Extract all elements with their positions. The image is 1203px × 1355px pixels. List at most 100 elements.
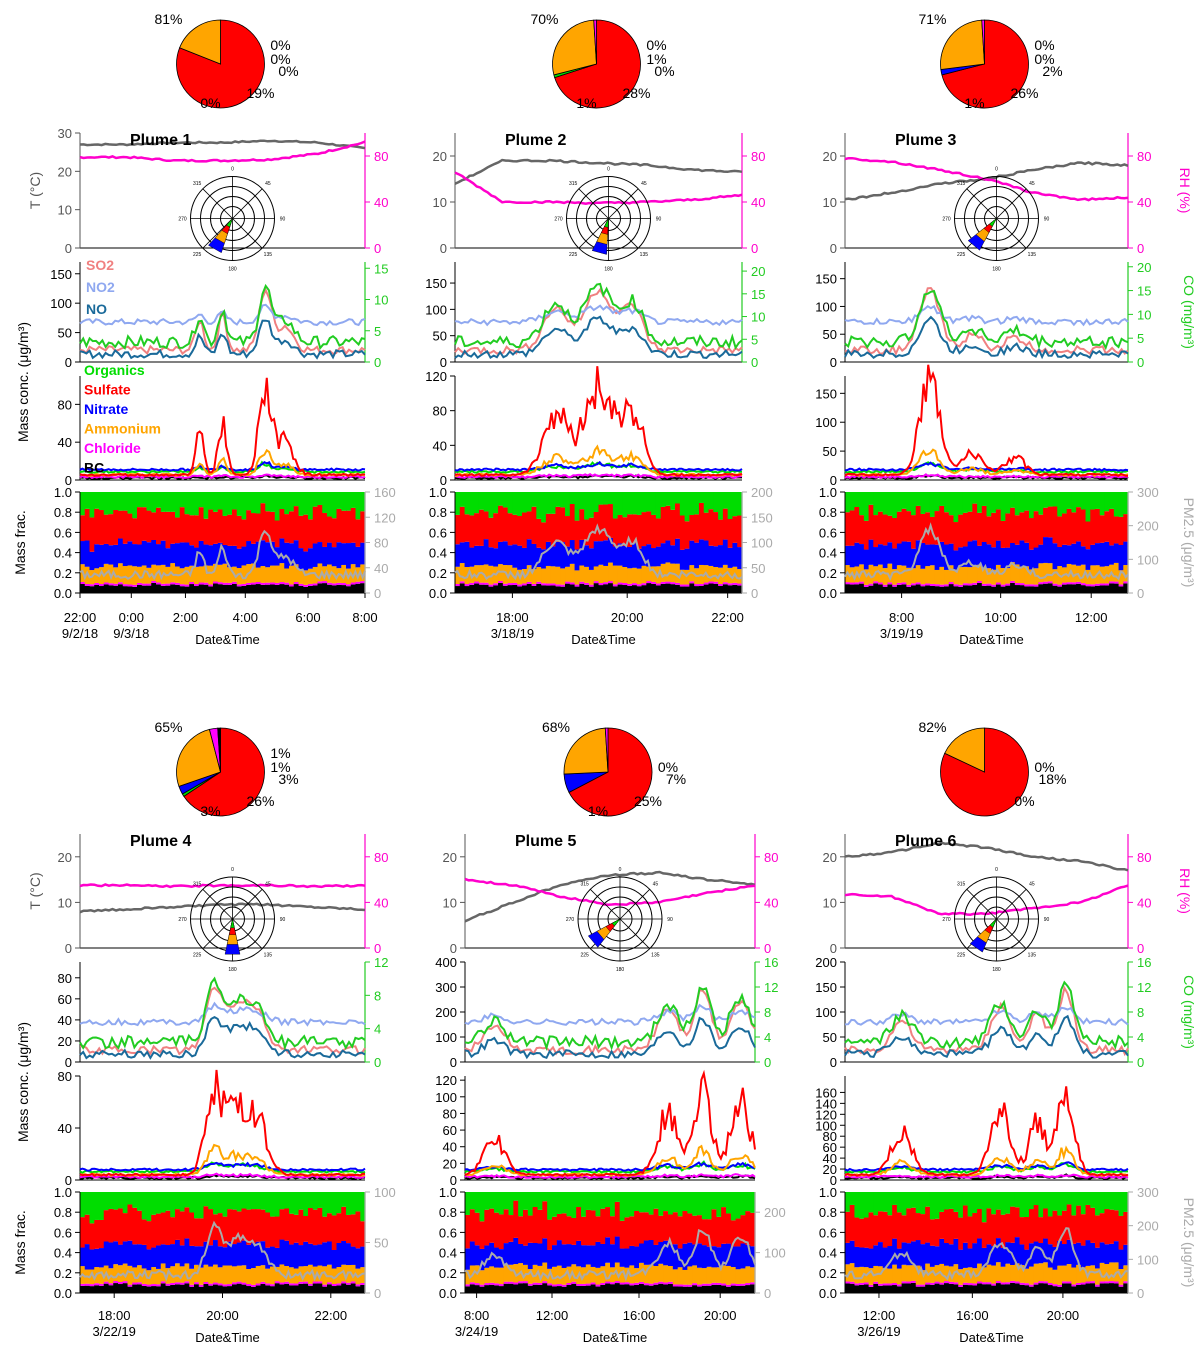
no2-line [464, 1003, 756, 1026]
fraction-ammonium-bar [260, 1265, 266, 1282]
fraction-bc-bar [160, 1283, 167, 1293]
fraction-nitrate-bar [1104, 1244, 1110, 1265]
fraction-sulfate-bar [958, 514, 964, 548]
fraction-chloride-bar [944, 584, 950, 587]
fraction-ammonium-bar [489, 1266, 495, 1283]
fraction-sulfate-bar [89, 1223, 95, 1250]
fraction-nitrate-bar [706, 1246, 713, 1267]
fraction-sulfate-bar [99, 1219, 105, 1249]
fraction-organics-bar [1076, 1192, 1082, 1206]
fraction-chloride-bar [317, 1281, 323, 1284]
fraction-organics-bar [350, 492, 357, 508]
fraction-sulfate-bar [643, 1212, 650, 1241]
fraction-ammonium-bar [687, 1266, 693, 1285]
fraction-organics-bar [213, 492, 219, 512]
fraction-nitrate-bar [317, 542, 323, 564]
fraction-organics-bar [675, 492, 681, 504]
fraction-ammonium-bar [713, 567, 719, 582]
fraction-chloride-bar [1076, 581, 1082, 584]
fraction-ammonium-bar [1066, 1264, 1072, 1282]
x-tick-label: 10:00 [984, 610, 1017, 625]
rh-tick-label: 0 [1137, 941, 1144, 956]
fraction-chloride-bar [896, 582, 903, 585]
fraction-chloride-bar [653, 1282, 659, 1285]
fraction-sulfate-bar [584, 519, 590, 546]
fraction-sulfate-bar [977, 512, 983, 546]
fraction-tick-label: 1.0 [54, 1185, 72, 1200]
fraction-ammonium-bar [972, 565, 978, 583]
fraction-bc-bar [175, 1284, 181, 1293]
co-tick-label: 12 [764, 980, 778, 995]
fraction-chloride-bar [1038, 582, 1044, 585]
fraction-nitrate-bar [341, 1241, 347, 1265]
fraction-chloride-bar [939, 584, 945, 587]
fraction-chloride-bar [194, 584, 200, 587]
fraction-chloride-bar [255, 1283, 262, 1286]
fraction-nitrate-bar [896, 1248, 903, 1269]
fraction-bc-bar [189, 1286, 195, 1293]
fraction-sulfate-bar [137, 1210, 143, 1245]
fraction-sulfate-bar [1024, 1217, 1030, 1250]
fraction-chloride-bar [1118, 1284, 1124, 1287]
fraction-organics-bar [1000, 1192, 1006, 1215]
fraction-organics-bar [355, 492, 361, 520]
fraction-organics-bar [698, 492, 705, 503]
pie-value-label: 1% [964, 95, 984, 111]
fraction-bc-bar [198, 1286, 205, 1293]
fraction-ammonium-bar [920, 568, 926, 585]
fraction-bc-bar [1076, 1284, 1082, 1293]
fraction-ammonium-bar [84, 566, 91, 584]
fraction-organics-bar [953, 1192, 959, 1212]
fraction-nitrate-bar [279, 538, 285, 564]
fraction-organics-bar [896, 1192, 903, 1213]
pm25-axis-title: PM2.5 (μg/m³) [1181, 1198, 1197, 1288]
fraction-ammonium-bar [213, 563, 219, 582]
fraction-nitrate-bar [953, 1238, 959, 1265]
fraction-tick-label: 0.6 [819, 525, 837, 540]
fraction-nitrate-bar [948, 1244, 955, 1267]
pie-value-label: 70% [530, 11, 558, 27]
fraction-sulfate-bar [569, 504, 576, 541]
fraction-chloride-bar [1066, 582, 1072, 585]
fraction-nitrate-bar [94, 1248, 100, 1268]
fraction-chloride-bar [1123, 581, 1129, 584]
fraction-bc-bar [545, 585, 552, 593]
fraction-chloride-bar [113, 1281, 119, 1284]
fraction-chloride-bar [612, 584, 619, 587]
fraction-ammonium-bar [550, 566, 557, 584]
fraction-sulfate-bar [612, 518, 619, 547]
fraction-nitrate-bar [878, 1242, 884, 1267]
fraction-ammonium-bar [593, 566, 600, 582]
fraction-organics-bar [1099, 1192, 1106, 1214]
fraction-organics-bar [571, 1192, 577, 1218]
fraction-chloride-bar [1104, 583, 1110, 586]
fraction-bc-bar [507, 585, 513, 593]
composition-pie: 68%0%7%25%1% [542, 719, 686, 819]
fraction-organics-bar [222, 492, 228, 516]
fraction-organics-bar [236, 492, 243, 516]
fraction-sulfate-bar [939, 1211, 945, 1239]
fraction-sulfate-bar [527, 1215, 534, 1243]
fraction-ammonium-bar [679, 569, 686, 585]
pm25-tick-label: 0 [751, 586, 758, 601]
fraction-sulfate-bar [845, 1211, 851, 1243]
fraction-chloride-bar [727, 583, 734, 586]
fraction-sulfate-bar [284, 1208, 290, 1241]
x-tick-label: 22:00 [711, 610, 744, 625]
fraction-bc-bar [222, 1286, 228, 1293]
fraction-sulfate-bar [566, 1216, 572, 1245]
fraction-nitrate-bar [873, 547, 879, 567]
fraction-sulfate-bar [156, 1213, 162, 1246]
fraction-nitrate-bar [986, 544, 992, 569]
fraction-chloride-bar [1028, 1284, 1035, 1287]
fraction-sulfate-bar [227, 514, 233, 546]
fraction-ammonium-bar [901, 1264, 907, 1282]
fraction-bc-bar [911, 585, 917, 593]
pie-value-label: 26% [1010, 85, 1038, 101]
fraction-nitrate-bar [574, 549, 580, 571]
fraction-sulfate-bar [925, 1206, 931, 1243]
fraction-organics-bar [489, 1192, 495, 1209]
fraction-chloride-bar [732, 582, 738, 585]
fraction-bc-bar [279, 1284, 285, 1293]
fraction-chloride-bar [1014, 1281, 1021, 1284]
